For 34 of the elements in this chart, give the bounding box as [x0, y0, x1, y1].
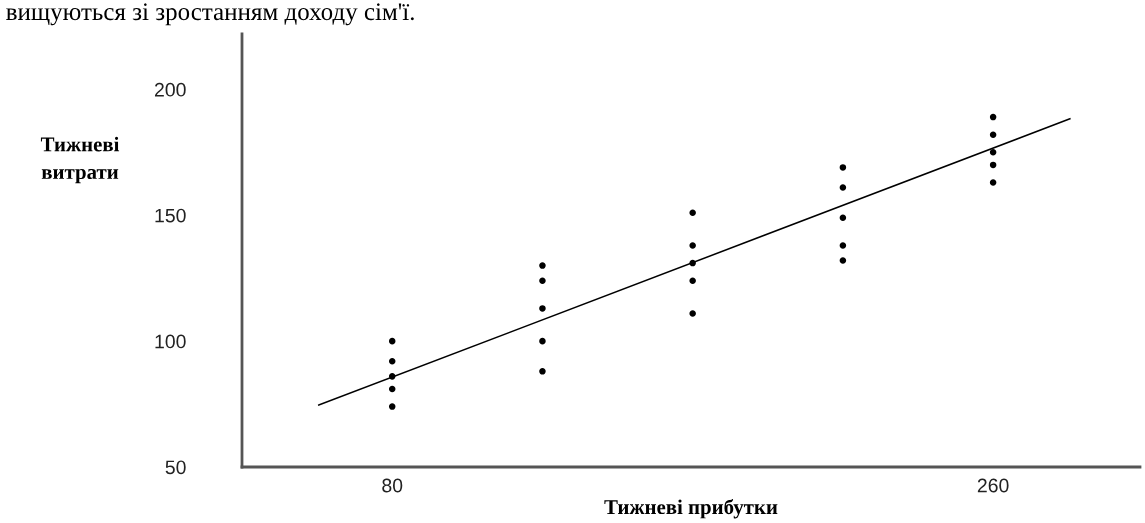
point [539, 337, 546, 345]
point [839, 214, 847, 222]
y-tick-label: 150 [155, 208, 186, 223]
point [839, 257, 847, 264]
point [689, 242, 696, 249]
point [839, 164, 847, 171]
y-tick-label: 200 [154, 82, 186, 97]
point [539, 262, 546, 269]
point [989, 131, 997, 138]
point [388, 358, 396, 365]
y-tick-label: 50 [165, 460, 186, 475]
point [539, 368, 546, 375]
point [689, 259, 696, 267]
y-tick-label: 100 [155, 334, 186, 349]
x-tick-label: 260 [977, 478, 1009, 493]
point [989, 113, 997, 121]
point [689, 209, 696, 216]
point [388, 385, 396, 393]
point [388, 337, 396, 345]
point [539, 305, 546, 312]
point [388, 403, 396, 410]
y-axis-title: Тижневі витрати [40, 136, 120, 184]
point [989, 161, 997, 169]
point [689, 310, 696, 317]
x-axis-title: Тижневі прибутки [604, 499, 778, 519]
x-tick-label: 80 [382, 478, 403, 493]
point [989, 179, 997, 186]
point [989, 149, 997, 156]
point [388, 373, 396, 380]
point [689, 277, 696, 284]
point [839, 184, 847, 191]
text: вищуються зі зростанням доходу сім'ї. [6, 3, 414, 26]
point [539, 277, 546, 284]
point [839, 242, 847, 249]
